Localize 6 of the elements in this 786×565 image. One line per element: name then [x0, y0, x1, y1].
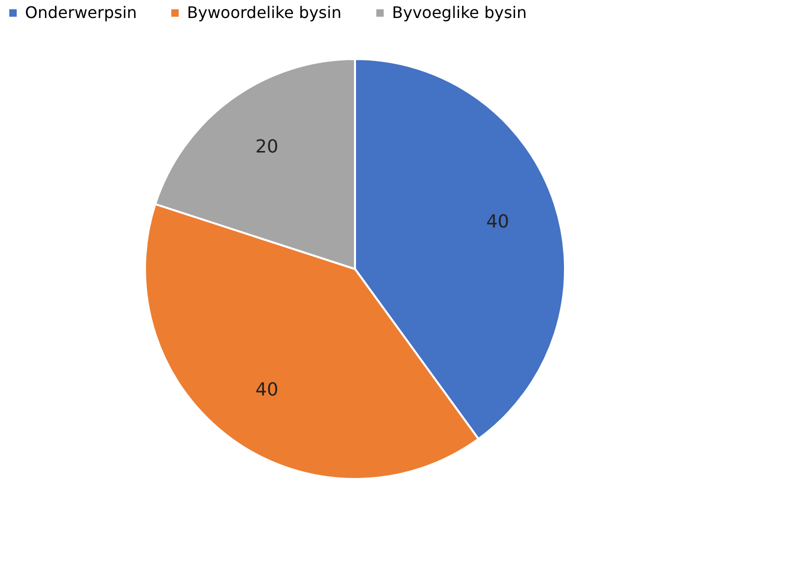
data-label: 20 [255, 136, 278, 158]
data-label: 40 [486, 212, 510, 233]
data-label: 40 [255, 379, 278, 400]
legend-label: Bywoordelike bysin [187, 3, 342, 22]
legend-label: Byvoeglike bysin [392, 3, 527, 22]
legend-label: Onderwerpsin [25, 3, 137, 22]
